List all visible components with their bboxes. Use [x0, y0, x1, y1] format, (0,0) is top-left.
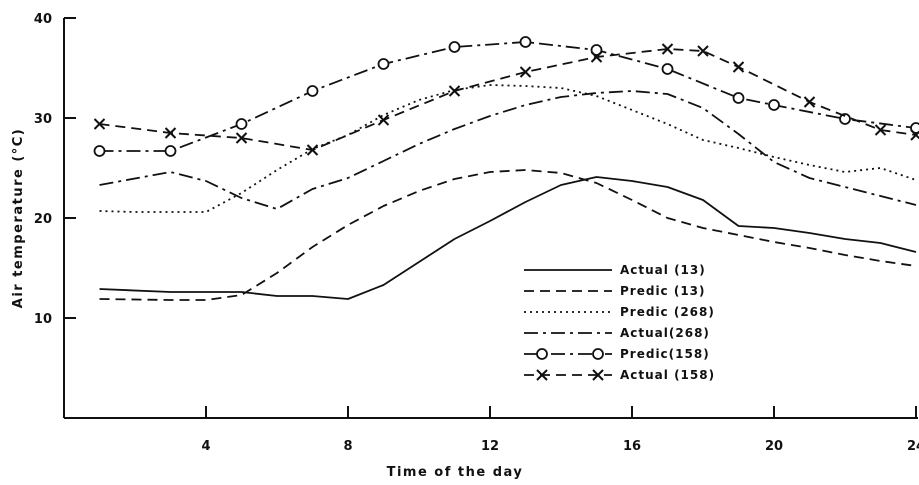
data-point-actual-158 [590, 51, 603, 63]
data-point-actual-158 [874, 124, 887, 136]
legend-label: Actual (13) [620, 263, 706, 277]
x-tick-label: 8 [343, 439, 352, 454]
data-point-predic-158 [377, 58, 390, 70]
series-line-predic-268 [99, 84, 917, 213]
data-point-actual-158 [732, 61, 745, 73]
data-point-actual-158-stroke [519, 66, 532, 78]
data-point-predic-158 [768, 99, 780, 111]
data-point-actual-158-stroke [590, 51, 603, 63]
legend-item-actual-268: Actual(268) [524, 326, 710, 340]
data-point-predic-158 [661, 63, 674, 75]
legend-marker [536, 348, 548, 360]
plot-lines [93, 36, 919, 301]
data-point-actual-158-stroke [697, 45, 709, 57]
series-actual-268 [99, 90, 917, 210]
data-point-actual-158-stroke [93, 118, 106, 130]
data-point-predic-158 [306, 85, 319, 97]
series-line-predic-158 [99, 41, 917, 152]
data-point-actual-158 [235, 132, 248, 144]
data-point-actual-158-stroke [448, 85, 461, 97]
data-point-actual-158 [164, 127, 177, 139]
legend-label: Predic (268) [620, 305, 715, 319]
data-point-actual-158-stroke [910, 130, 919, 141]
data-point-predic-158 [164, 145, 177, 157]
x-tick-label: 4 [201, 439, 210, 454]
data-point-predic-158 [910, 122, 919, 134]
data-point-predic-158 [839, 113, 851, 125]
legend: Actual (13) Predic (13) Predic (268) Actual… [524, 263, 715, 382]
x-tick-label: 16 [623, 439, 641, 454]
data-point-predic-158 [590, 44, 603, 56]
data-point-actual-158 [519, 66, 532, 78]
data-point-actual-158 [377, 114, 390, 126]
legend-item-actual-13: Actual (13) [524, 263, 706, 277]
tick-marks: 4 8 12 16 20 24 10 20 30 40 [34, 12, 919, 454]
data-point-actual-158 [803, 96, 816, 108]
series-actual-158 [93, 43, 919, 156]
data-point-actual-158-stroke [732, 61, 745, 73]
data-point-actual-158 [697, 45, 709, 57]
data-point-predic-158 [519, 36, 532, 48]
legend-marker [592, 369, 604, 381]
legend-label: Predic(158) [620, 347, 710, 361]
data-point-actual-158 [910, 129, 919, 141]
data-point-actual-158-stroke [306, 144, 319, 156]
legend-marker [592, 348, 604, 360]
data-point-predic-158 [732, 92, 745, 104]
data-point-actual-158-stroke [164, 127, 177, 139]
legend-item-predic-158: Predic(158) [524, 347, 710, 361]
legend-label: Actual(268) [620, 326, 710, 340]
y-tick-label: 30 [34, 112, 52, 127]
data-point-actual-158 [661, 43, 674, 55]
x-tick-label: 12 [481, 439, 499, 454]
x-axis-label: Time of the day [387, 465, 524, 480]
series-line-predic-13 [99, 169, 917, 301]
x-tick-label: 20 [765, 439, 783, 454]
series-line-actual-158 [99, 48, 917, 151]
legend-item-predic-13: Predic (13) [524, 284, 706, 298]
series-actual-13 [99, 176, 917, 300]
data-point-predic-158 [93, 145, 106, 157]
legend-marker [536, 369, 548, 381]
series-predic-13 [99, 169, 917, 301]
data-point-actual-158 [306, 144, 319, 156]
data-point-actual-158-stroke [803, 96, 816, 108]
series-line-actual-13 [99, 176, 917, 300]
x-tick-label: 24 [907, 439, 919, 454]
y-tick-label: 20 [34, 212, 52, 227]
data-point-actual-158-stroke [661, 43, 674, 55]
series-line-actual-268 [99, 90, 917, 210]
legend-item-predic-268: Predic (268) [524, 305, 715, 319]
data-point-actual-158 [448, 85, 461, 97]
data-point-predic-158 [235, 118, 248, 130]
legend-marker-stroke [536, 369, 548, 381]
y-tick-label: 10 [34, 312, 52, 327]
data-point-predic-158 [448, 41, 461, 53]
series-predic-268 [99, 84, 917, 213]
y-tick-label: 40 [34, 12, 52, 27]
data-point-actual-158-stroke [235, 132, 248, 144]
data-point-actual-158-stroke [377, 114, 390, 126]
series-predic-158 [93, 36, 919, 157]
legend-marker-stroke [592, 369, 604, 381]
data-point-actual-158 [93, 118, 106, 130]
data-point-actual-158-stroke [874, 124, 887, 136]
legend-label: Actual (158) [620, 368, 715, 382]
legend-label: Predic (13) [620, 284, 706, 298]
axes [63, 18, 918, 419]
legend-item-actual-158: Actual (158) [524, 368, 715, 382]
y-axis-label: Air temperature (°C) [11, 128, 26, 308]
